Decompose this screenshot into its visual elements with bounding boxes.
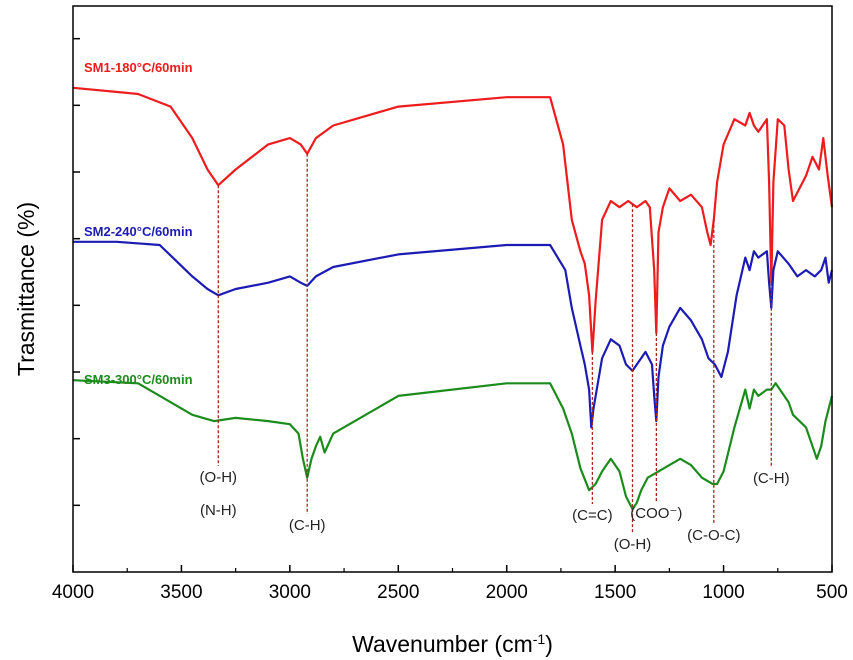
- annotation-label: (C=C): [572, 507, 612, 524]
- series-line-3: [72, 379, 834, 511]
- plot-frame: [72, 5, 833, 573]
- annotation-label: (C-H): [289, 517, 326, 534]
- x-tick-label: 4000: [52, 582, 94, 603]
- x-tick-label: 3000: [269, 582, 311, 603]
- x-tick-label: 1500: [594, 582, 636, 603]
- annotation-label: (C-O-C): [687, 527, 740, 544]
- series-label-1: SM1-180°C/60min: [84, 60, 193, 75]
- annotation-label: (C-H): [753, 470, 790, 487]
- series-line-2: [73, 240, 834, 429]
- y-axis-title: Trasmittance (%): [13, 202, 39, 376]
- x-axis-title: Wavenumber (cm-1): [352, 631, 553, 657]
- x-tick-label: 500: [816, 582, 848, 603]
- annotation-label: (O-H): [200, 469, 238, 486]
- x-tick-label: 2000: [486, 582, 528, 603]
- x-tick-label: 1000: [702, 582, 744, 603]
- x-tick-label: 3500: [160, 582, 202, 603]
- series-line-1: [72, 86, 834, 353]
- series-label-3: SM3-300°C/60min: [84, 372, 193, 387]
- x-tick-label: 2500: [377, 582, 419, 603]
- annotation-label: (N-H): [200, 502, 237, 519]
- annotation-label: (O-H): [614, 536, 652, 553]
- annotation-label: (COO⁻): [630, 505, 682, 522]
- series-label-2: SM2-240°C/60min: [84, 224, 193, 239]
